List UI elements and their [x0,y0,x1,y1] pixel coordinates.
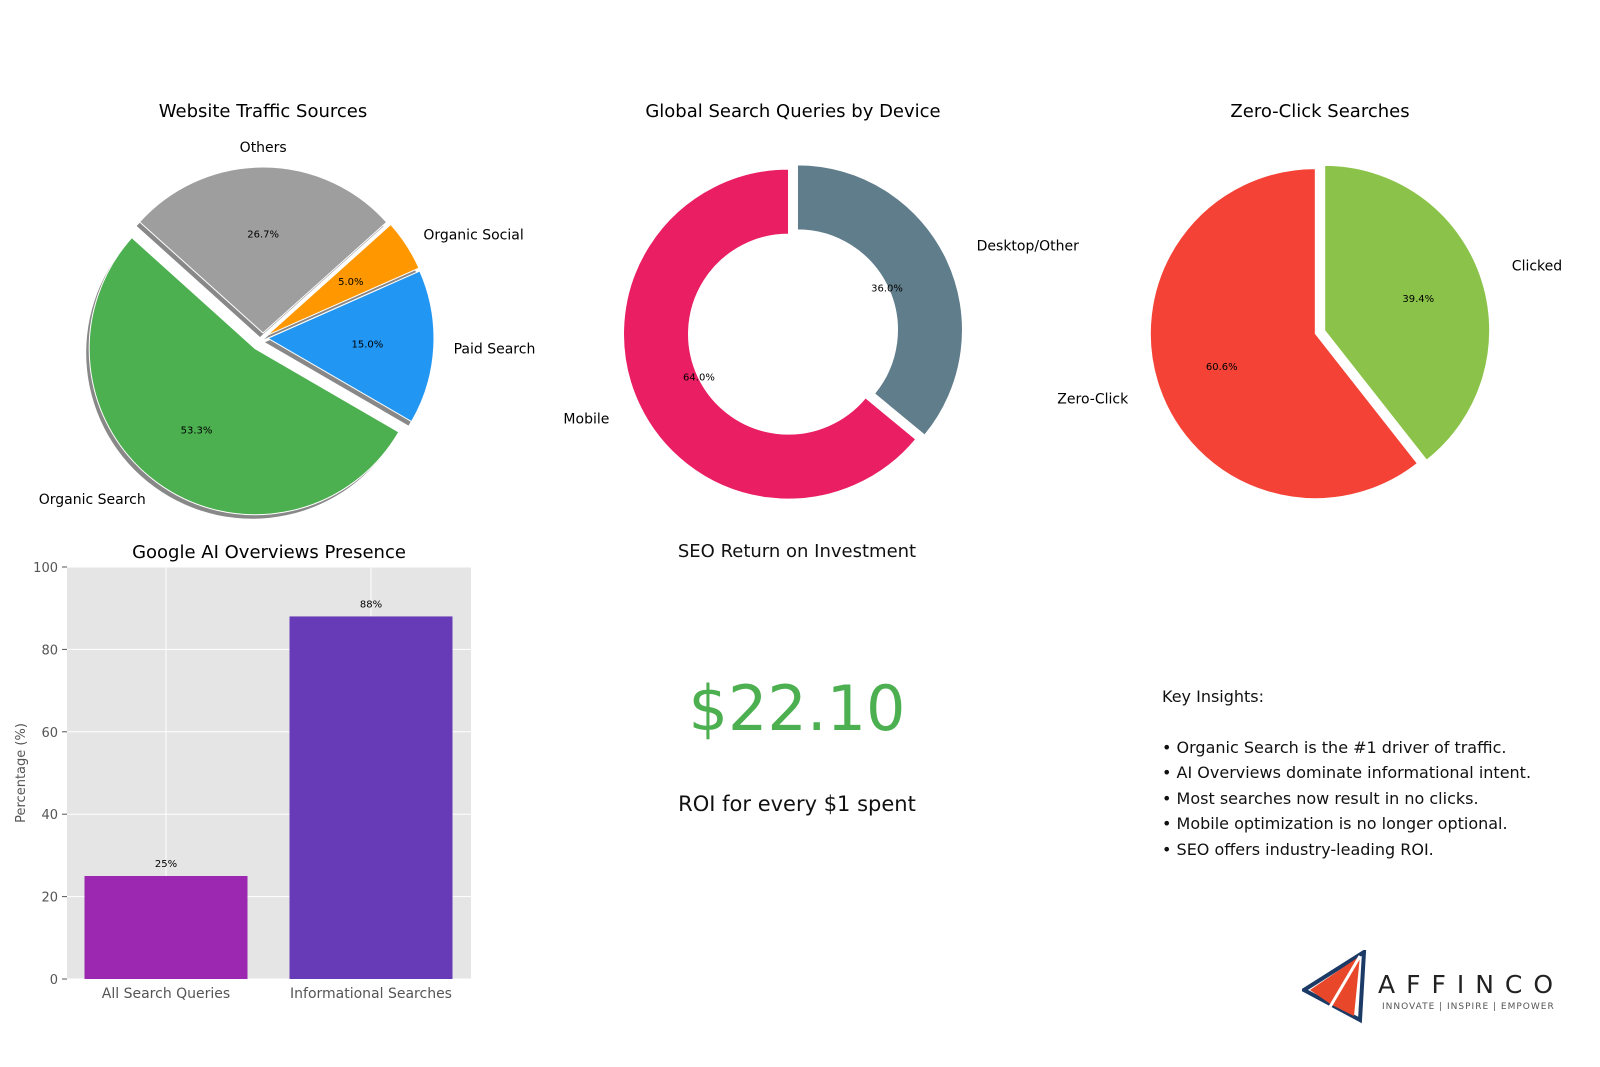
y-tick-label: 20 [41,891,58,906]
pie-slice [138,166,388,334]
x-tick-label: Informational Searches [290,986,452,1002]
y-axis-label: Percentage (%) [14,723,29,823]
bar-data-label: 88% [360,599,382,610]
y-tick-label: 60 [41,726,58,741]
roi-value: $22.10 [688,672,906,745]
chart-title: Google AI Overviews Presence [132,542,406,563]
bar [289,616,453,979]
roi-caption: ROI for every $1 spent [678,792,916,816]
chart-title: Global Search Queries by Device [645,101,940,122]
affinco-logo: AFFINCO INNOVATE | INSPIRE | EMPOWER [1302,950,1562,1025]
insight-item: • AI Overviews dominate informational in… [1162,763,1532,782]
pie-slice [623,168,917,500]
slice-label: Organic Social [423,227,523,243]
pie-slice [266,223,420,336]
roi-title: SEO Return on Investment [677,541,917,562]
slice-percent: 5.0% [338,277,363,288]
slice-percent: 60.6% [1206,362,1238,373]
slice-label: Mobile [563,411,609,427]
slice-percent: 26.7% [247,229,279,240]
bar-data-label: 25% [155,859,177,870]
y-tick-label: 80 [41,643,58,658]
pie-slice [266,270,435,423]
slice-percent: 53.3% [181,425,213,436]
insights-heading: Key Insights: [1162,687,1265,706]
slice-percent: 39.4% [1402,294,1434,305]
key-insights: Key Insights: • Organic Search is the #1… [1162,684,1531,862]
x-tick-label: All Search Queries [102,986,230,1002]
slice-label: Organic Search [39,492,146,508]
chart-title: Zero-Click Searches [1230,101,1409,122]
pie-slice [796,164,963,436]
y-tick-label: 40 [41,808,58,823]
slice-label: Paid Search [454,341,536,357]
insight-item: • Most searches now result in no clicks. [1162,788,1479,808]
y-tick-label: 0 [50,973,58,988]
insight-item: • Mobile optimization is no longer optio… [1162,814,1508,833]
chart-title: Website Traffic Sources [159,101,367,122]
insight-item: • Organic Search is the #1 driver of tra… [1162,737,1507,757]
insight-item: • SEO offers industry-leading ROI. [1162,839,1434,859]
slice-percent: 36.0% [871,284,903,295]
pie-slice [1324,164,1491,461]
slice-label: Zero-Click [1057,391,1129,407]
slice-label: Desktop/Other [977,239,1079,255]
bar [84,876,248,979]
slice-label: Others [240,140,287,156]
slice-percent: 15.0% [352,340,384,351]
pie-slice [88,236,400,516]
slice-percent: 64.0% [683,372,715,383]
paper-plane-icon [1302,950,1367,1024]
slice-label: Clicked [1512,259,1562,275]
y-tick-label: 100 [33,561,58,576]
pie-slice [1149,168,1418,500]
